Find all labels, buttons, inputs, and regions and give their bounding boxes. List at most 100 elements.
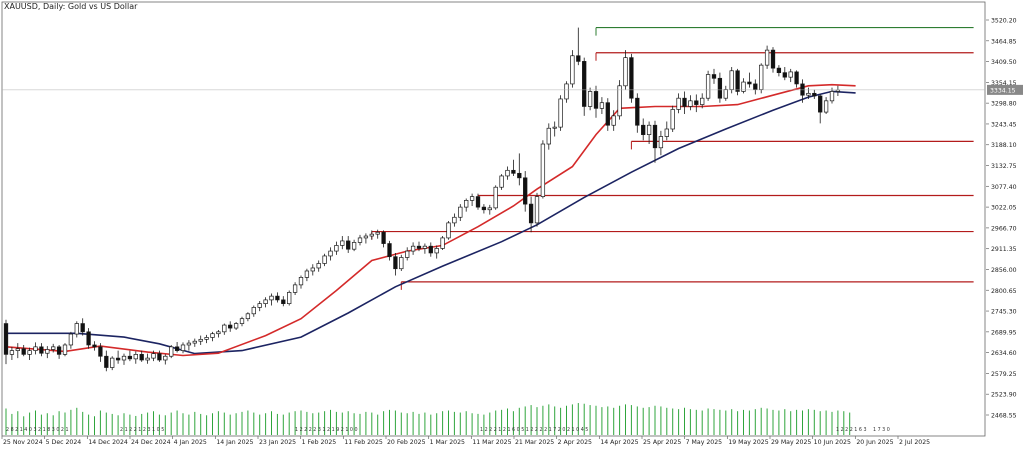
candle-body — [511, 169, 516, 174]
candle-body — [717, 77, 723, 99]
price-axis-label: 2468.55 — [991, 413, 1017, 420]
price-axis-label: 3298.80 — [991, 101, 1017, 108]
candle-body — [346, 240, 351, 250]
candle-body — [658, 136, 664, 149]
candle-body — [27, 350, 32, 355]
candle-body — [298, 277, 304, 286]
candle-body — [45, 349, 50, 354]
time-axis-label: 14 Dec 2024 — [88, 439, 128, 446]
candle-body — [340, 240, 345, 246]
candle-body — [570, 55, 575, 85]
candle-body — [157, 353, 162, 361]
time-axis-label: 20 Jun 2025 — [856, 439, 893, 446]
candle-body — [753, 83, 758, 90]
current-price-tag — [987, 84, 1023, 95]
candle-body — [410, 245, 416, 252]
candle-body — [287, 292, 292, 305]
candle-body — [440, 237, 445, 249]
time-axis-label: 11 Feb 2025 — [344, 439, 383, 446]
candle-body — [39, 346, 44, 354]
candle-body — [375, 231, 380, 235]
time-axis-label: 25 Nov 2024 — [3, 439, 43, 446]
moving-average-layer — [5, 83, 856, 357]
time-axis-label: 4 Jan 2025 — [174, 439, 207, 446]
plot-frame — [1, 1, 986, 437]
time-axis-label: 21 Mar 2025 — [515, 439, 554, 446]
candle-body — [381, 231, 386, 244]
candle-body — [776, 67, 782, 74]
candle-body — [764, 49, 770, 66]
candle-body — [694, 100, 699, 105]
candle-body — [434, 248, 439, 254]
candle-body — [806, 92, 811, 96]
candle-body — [670, 109, 675, 130]
time-axis-label: 24 Dec 2024 — [131, 439, 171, 446]
candle-body — [587, 91, 593, 107]
candle-body — [646, 124, 652, 135]
time-axis-label: 14 Jan 2025 — [216, 439, 253, 446]
candle-body — [729, 70, 734, 90]
candle-body — [564, 83, 569, 100]
candle-body — [747, 81, 752, 85]
candle-body — [759, 64, 764, 90]
candle-body — [605, 102, 610, 126]
candle-body — [475, 196, 481, 208]
time-axis-label: 20 Feb 2025 — [387, 439, 426, 446]
candle-body — [121, 355, 127, 361]
candle-body — [233, 323, 239, 329]
candle-body — [68, 333, 74, 346]
candle-body — [163, 355, 168, 361]
candle-body — [180, 344, 186, 351]
candle-body — [92, 344, 97, 348]
candle-body — [174, 346, 180, 351]
price-axis-label: 2579.25 — [991, 371, 1017, 378]
candle-body — [322, 255, 327, 264]
candle-body — [458, 206, 463, 218]
candle-body — [9, 350, 15, 355]
volume-tick-label: 2 8 2 1 4 0 3 2 1 8 3 0 2 1 — [6, 427, 69, 433]
candle-body — [269, 295, 274, 301]
volume-tick-label: 1 2 2 2 1 6 3 — [836, 427, 867, 433]
candle-body — [688, 100, 693, 107]
candle-body — [682, 97, 687, 107]
candle-body — [56, 346, 62, 355]
candle-body — [198, 338, 203, 342]
price-axis-label: 2523.90 — [991, 392, 1017, 399]
candle-body — [98, 346, 103, 357]
price-axis-label: 3464.85 — [991, 38, 1017, 45]
candle-body — [357, 237, 363, 243]
candle-body — [139, 354, 144, 361]
candle-body — [428, 245, 433, 254]
candle-body — [186, 342, 192, 346]
candle-body — [387, 243, 392, 258]
candle-body — [576, 55, 581, 62]
candle-body — [723, 89, 728, 99]
candle-body — [676, 97, 681, 110]
moving-average-fast — [5, 83, 856, 357]
candle-body — [481, 206, 487, 211]
volume-tick-label: 2 1 2 2 1 2 3 1 0 5 — [120, 427, 164, 433]
candle-body — [823, 100, 829, 113]
candle-body — [540, 143, 546, 197]
price-axis-label: 3243.45 — [991, 121, 1017, 128]
time-axis-label: 23 Jan 2025 — [259, 439, 296, 446]
candle-body — [281, 299, 286, 305]
candle-body — [770, 49, 776, 69]
moving-average-slow — [6, 90, 856, 355]
price-axis-label: 2856.00 — [991, 267, 1017, 274]
candle-body — [629, 57, 634, 99]
price-axis-label: 3132.75 — [991, 163, 1017, 170]
candle-body — [546, 127, 551, 145]
candles-layer — [3, 27, 841, 372]
candle-body — [228, 324, 233, 329]
candle-body — [469, 196, 475, 201]
candle-body — [493, 186, 498, 209]
volume-tick-label: 1 7 3 0 — [873, 427, 890, 433]
candle-body — [328, 250, 333, 257]
candle-body — [422, 245, 428, 249]
candle-body — [558, 98, 563, 128]
candle-body — [705, 74, 711, 99]
price-axis-label: 2800.65 — [991, 288, 1017, 295]
